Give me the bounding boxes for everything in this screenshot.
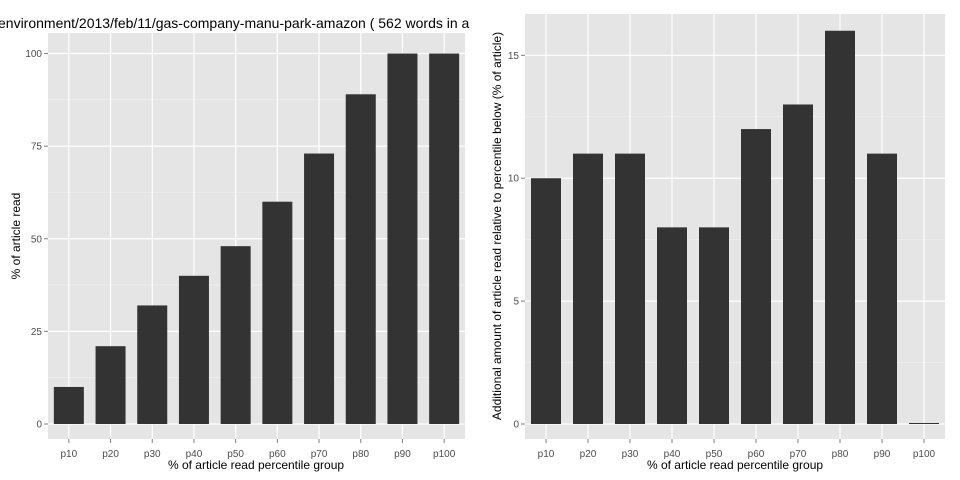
left-chart: 0 25 50 75 100 p10 p20 p30 p40 p50 p60 p70 p80 p90 p1… (0, 15, 470, 472)
y-tick-label: 50 (31, 234, 43, 245)
left-y-axis-title: % of article read (9, 193, 23, 280)
bar-p70 (783, 104, 813, 424)
y-tick-label: 25 (31, 327, 43, 338)
y-tick-label: 0 (36, 420, 42, 431)
x-tick-label: p50 (227, 449, 244, 460)
bar-p80 (825, 30, 855, 425)
x-tick-label: p70 (790, 449, 807, 460)
y-tick-label: 15 (508, 51, 520, 62)
bar-p10 (53, 386, 84, 424)
x-tick-label: p70 (311, 449, 328, 460)
bar-p100 (429, 53, 460, 425)
x-tick-label: p60 (269, 449, 286, 460)
x-tick-label: p30 (144, 449, 161, 460)
bar-p80 (345, 94, 376, 425)
x-tick-label: p100 (433, 449, 456, 460)
bar-p20 (573, 153, 603, 424)
y-tick-label: 5 (513, 297, 519, 308)
bar-p40 (657, 227, 687, 424)
left-x-axis-title: % of article read percentile group (168, 458, 344, 472)
bar-p90 (387, 53, 418, 425)
right-chart: 0 5 10 15 p10 p20 p30 p40 p50 p60 p70 p80 p90 p100 %… (490, 14, 945, 472)
y-tick-label: 10 (508, 174, 520, 185)
bar-p60 (262, 201, 293, 424)
y-tick-label: 75 (31, 142, 43, 153)
x-tick-label: p90 (874, 449, 891, 460)
x-tick-label: p100 (913, 449, 936, 460)
bar-p10 (531, 178, 561, 424)
bar-p40 (178, 275, 209, 424)
bar-p50 (699, 227, 729, 424)
x-tick-label: p20 (102, 449, 119, 460)
bar-p60 (741, 129, 771, 424)
chart-title: environment/2013/feb/11/gas-company-manu… (0, 15, 470, 31)
x-tick-label: p30 (622, 449, 639, 460)
y-tick-label: 0 (513, 420, 519, 431)
y-tick-label: 100 (25, 49, 42, 60)
x-tick-label: p10 (61, 449, 78, 460)
right-y-axis-title: Additional amount of article read relati… (490, 32, 504, 420)
bar-p20 (95, 346, 126, 424)
bar-p100 (909, 423, 939, 424)
bar-p30 (137, 305, 168, 424)
x-tick-label: p20 (580, 449, 597, 460)
bar-p50 (220, 246, 251, 424)
x-tick-label: p90 (394, 449, 411, 460)
x-tick-label: p40 (186, 449, 203, 460)
x-tick-label: p60 (748, 449, 765, 460)
bar-p90 (867, 153, 897, 424)
x-tick-label: p40 (664, 449, 681, 460)
bar-p30 (615, 153, 645, 424)
x-tick-label: p50 (706, 449, 723, 460)
bar-p70 (304, 153, 335, 425)
x-tick-label: p80 (352, 449, 369, 460)
right-x-axis-title: % of article read percentile group (647, 458, 823, 472)
x-tick-label: p80 (832, 449, 849, 460)
x-tick-label: p10 (538, 449, 555, 460)
